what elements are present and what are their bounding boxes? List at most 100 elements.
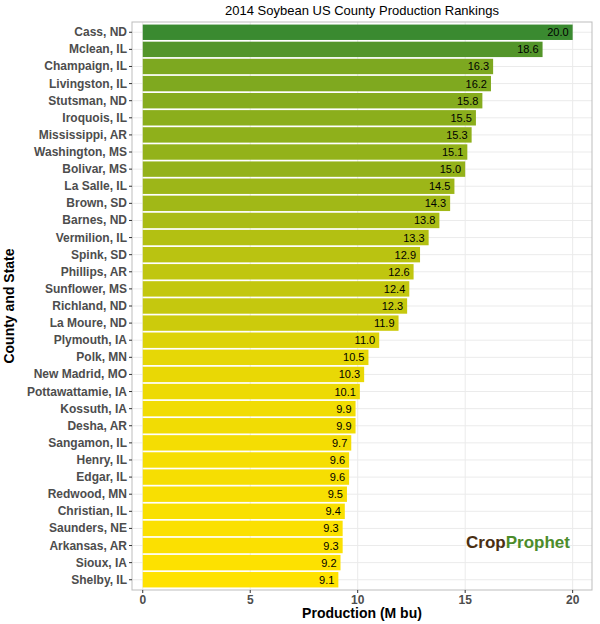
data-label: 16.3	[468, 60, 489, 72]
data-label: 11.9	[374, 317, 395, 329]
y-tick	[129, 186, 132, 187]
y-tick-label: Phillips, AR	[61, 265, 128, 279]
data-label: 12.4	[384, 283, 405, 295]
data-label: 9.4	[326, 505, 341, 517]
data-label: 14.3	[425, 197, 446, 209]
data-label: 9.1	[319, 574, 334, 586]
bar	[143, 179, 455, 194]
x-tick-label: 5	[247, 593, 254, 607]
y-tick	[129, 528, 132, 529]
y-tick	[129, 545, 132, 546]
y-tick	[129, 100, 132, 101]
annotation: CropProphet	[466, 533, 570, 552]
y-tick-label: Mississippi, AR	[39, 128, 128, 142]
y-tick-label: Christian, IL	[58, 504, 127, 518]
annotation-part: Crop	[466, 533, 506, 552]
data-label: 16.2	[466, 78, 487, 90]
data-label: 15.3	[446, 129, 467, 141]
y-tick-label: Brown, SD	[66, 196, 127, 210]
data-label: 15.1	[442, 146, 463, 158]
bar	[143, 418, 356, 433]
y-tick	[129, 203, 132, 204]
data-label: 14.5	[429, 180, 450, 192]
y-tick-label: Barnes, ND	[62, 213, 127, 227]
y-tick	[129, 459, 132, 460]
data-label: 9.7	[332, 437, 347, 449]
chart-svg: 2014 Soybean US County Production Rankin…	[0, 0, 600, 624]
data-label: 9.3	[323, 522, 338, 534]
y-tick-label: Desha, AR	[67, 419, 127, 433]
y-tick	[129, 408, 132, 409]
y-axis-title: County and State	[1, 248, 17, 363]
y-tick	[129, 442, 132, 443]
y-tick	[129, 477, 132, 478]
bar	[143, 401, 356, 416]
y-axis: Cass, NDMclean, ILChampaign, ILLivingsto…	[27, 25, 132, 586]
data-label: 12.6	[388, 266, 409, 278]
y-tick	[129, 288, 132, 289]
bar	[143, 264, 414, 279]
y-tick-label: La Salle, IL	[64, 179, 127, 193]
annotation-part: Prophet	[506, 533, 571, 552]
y-tick-label: Shelby, IL	[71, 573, 127, 587]
bar	[143, 504, 345, 519]
bar	[143, 42, 543, 57]
bar	[143, 281, 410, 296]
bar	[143, 384, 360, 399]
data-label: 9.3	[323, 540, 338, 552]
data-label: 9.5	[328, 488, 343, 500]
bar	[143, 298, 407, 313]
bar	[143, 144, 468, 159]
y-tick-label: Iroquois, IL	[62, 111, 127, 125]
data-label: 13.8	[414, 214, 435, 226]
y-tick-label: Polk, MN	[76, 350, 127, 364]
data-label: 10.3	[339, 368, 360, 380]
y-tick	[129, 237, 132, 238]
bar	[143, 230, 429, 245]
y-tick	[129, 117, 132, 118]
data-label: 15.5	[451, 112, 472, 124]
bar	[143, 213, 440, 228]
panel-border	[132, 22, 592, 590]
x-tick-label: 20	[566, 593, 580, 607]
bar	[143, 247, 420, 262]
data-label: 9.2	[321, 557, 336, 569]
y-tick	[129, 323, 132, 324]
bar	[143, 486, 347, 501]
y-tick	[129, 579, 132, 580]
background	[0, 0, 600, 624]
grid	[132, 22, 592, 590]
y-tick	[129, 340, 132, 341]
bar	[143, 367, 364, 382]
bar	[143, 555, 341, 570]
bar	[143, 469, 349, 484]
y-tick	[129, 220, 132, 221]
data-label: 13.3	[403, 232, 424, 244]
y-tick-label: Saunders, NE	[49, 521, 127, 535]
y-tick-label: Spink, SD	[71, 248, 127, 262]
x-tick-label: 0	[139, 593, 146, 607]
y-tick-label: Vermilion, IL	[56, 231, 127, 245]
y-tick	[129, 66, 132, 67]
y-tick	[129, 494, 132, 495]
y-tick	[129, 152, 132, 153]
data-label: 18.6	[517, 43, 538, 55]
y-tick	[129, 32, 132, 33]
y-tick	[129, 425, 132, 426]
y-tick-label: Arkansas, AR	[49, 539, 127, 553]
y-tick-label: Redwood, MN	[48, 487, 127, 501]
y-tick-label: New Madrid, MO	[34, 367, 127, 381]
y-tick-label: Sunflower, MS	[45, 282, 127, 296]
bar	[143, 452, 349, 467]
bar	[143, 435, 352, 450]
y-tick	[129, 562, 132, 563]
y-tick-label: Sioux, IA	[76, 556, 128, 570]
y-tick	[129, 254, 132, 255]
data-label: 15.0	[440, 163, 461, 175]
y-tick	[129, 374, 132, 375]
y-tick	[129, 134, 132, 135]
bar	[143, 161, 465, 176]
data-label: 9.6	[330, 454, 345, 466]
y-tick-label: Washington, MS	[34, 145, 127, 159]
data-label: 9.6	[330, 471, 345, 483]
